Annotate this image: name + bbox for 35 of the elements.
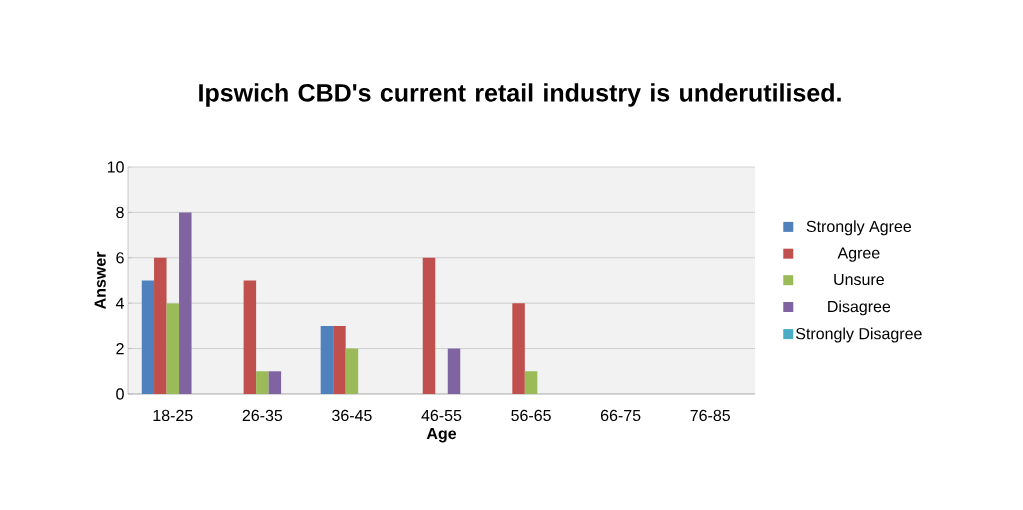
x-tick-label: 66-75 [601,409,641,422]
bar [179,212,192,394]
bar [154,257,167,394]
y-tick-label: 10 [107,161,124,173]
x-tick-label: 36-45 [332,409,372,422]
x-tick-label: 76-85 [690,409,730,422]
legend-label: Strongly Disagree [795,327,922,343]
bar [422,257,436,394]
bar [345,348,359,394]
y-tick-label: 6 [116,252,124,264]
y-tick-label: 4 [115,297,124,309]
y-tick-label: 2 [116,343,124,355]
bar [243,280,257,394]
bar [333,325,346,394]
bar [512,303,525,394]
y-axis-title: Answer [94,251,106,309]
x-axis-title: Age [426,427,457,443]
bar [166,303,180,394]
y-tick-label: 0 [116,388,124,400]
chart-title: Ipswich CBD's current retail industry is underutilised. [199,83,841,107]
bar [320,325,334,394]
x-tick-label: 56-65 [511,409,551,422]
x-tick-label: 26-35 [242,409,283,422]
text: Agree [837,247,880,262]
y-tick-label: 8 [116,206,124,219]
legend-label: Disagree [828,300,891,316]
legend-label: Strongly Agree [806,220,912,236]
text: Unsure [834,273,884,286]
x-tick-label: 18-25 [153,409,193,422]
bar [268,371,282,394]
bar [524,371,538,394]
bar [141,280,155,394]
bar [447,348,461,394]
x-tick-label: 46-55 [421,409,462,422]
bar [256,371,269,394]
